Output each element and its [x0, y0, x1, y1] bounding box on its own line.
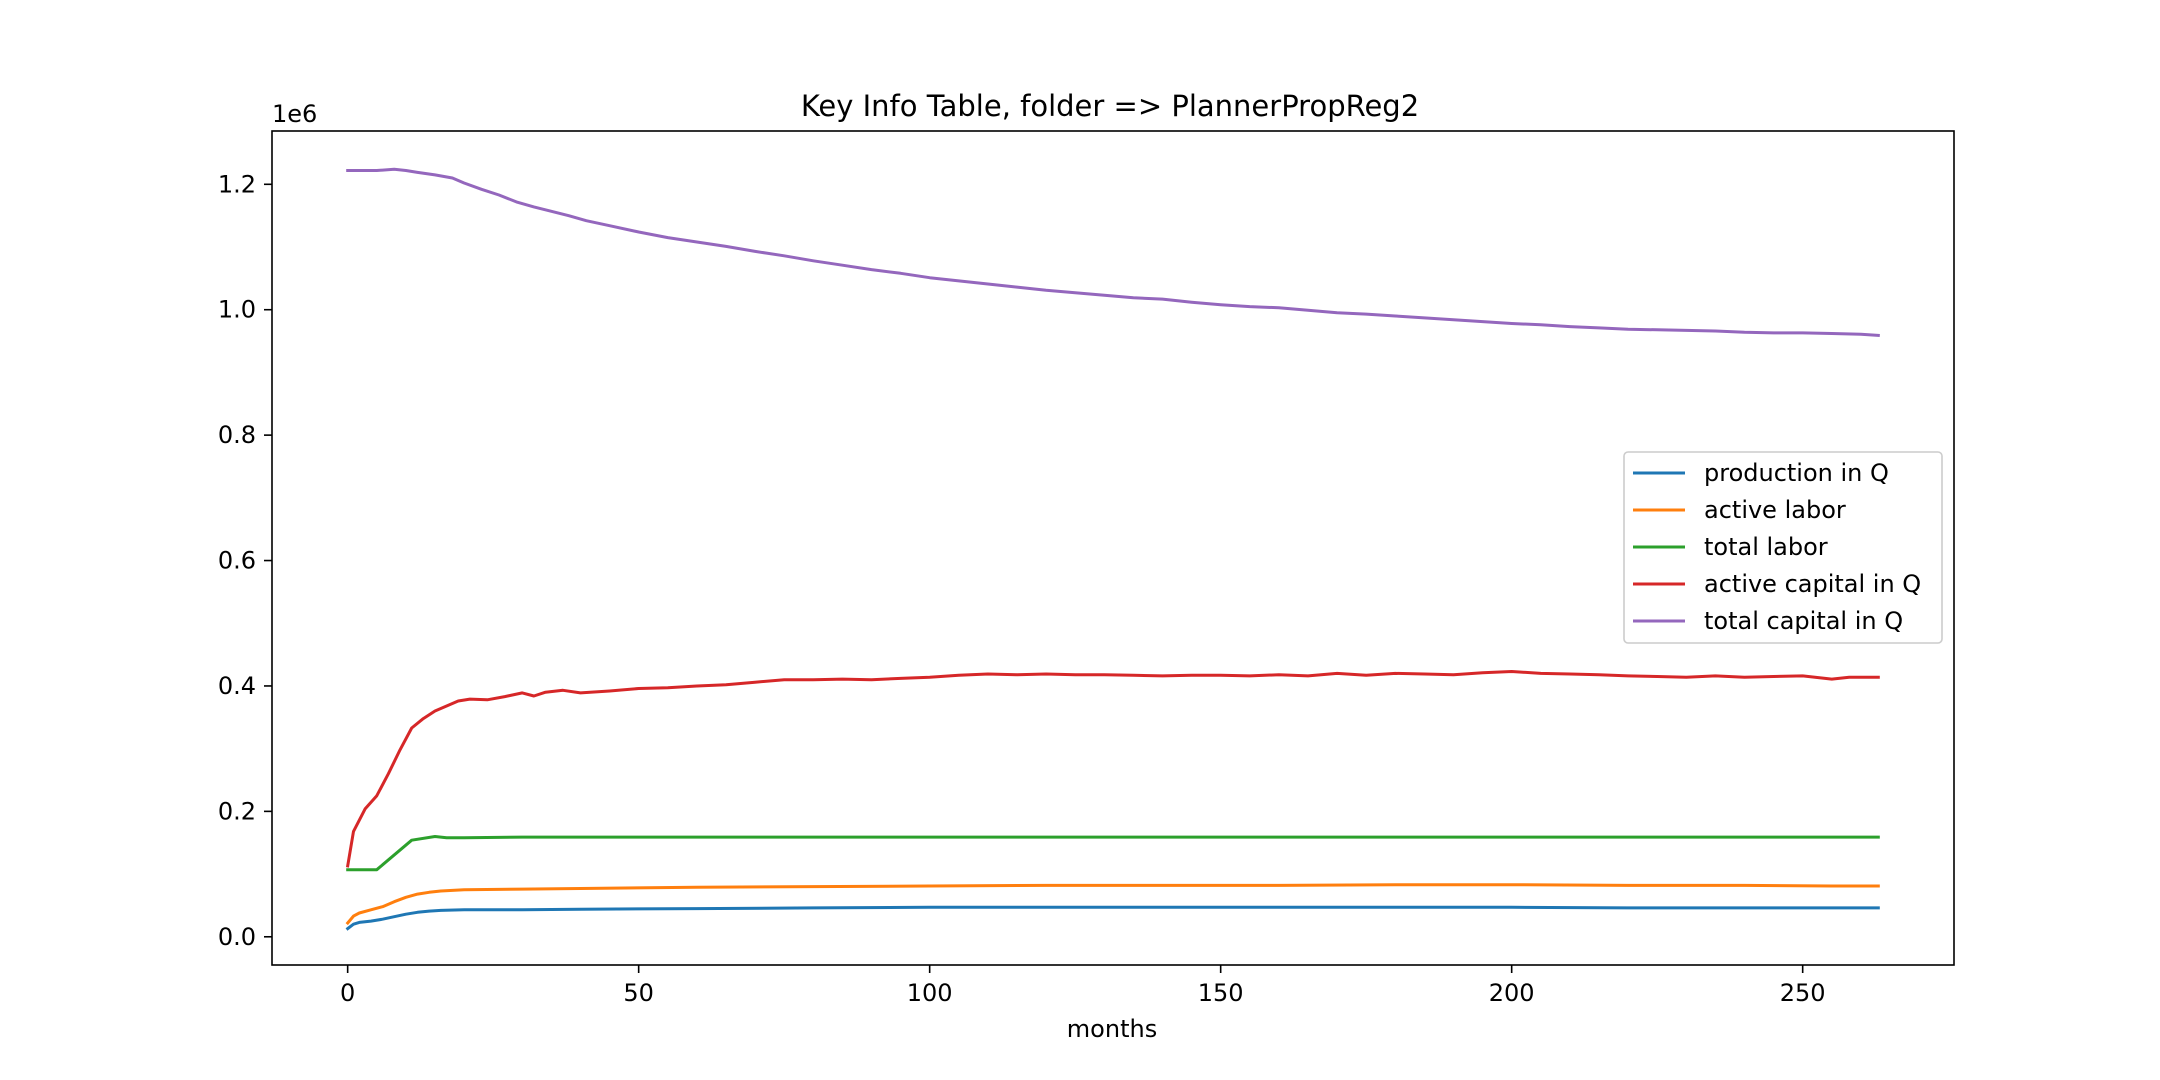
legend-label: active capital in Q	[1704, 570, 1921, 598]
y-tick-label: 0.8	[218, 421, 256, 449]
x-tick-label: 150	[1198, 979, 1244, 1007]
series-lines	[345, 167, 1880, 931]
x-axis-title: months	[1067, 1015, 1157, 1043]
y-offset-label: 1e6	[272, 100, 317, 128]
x-axis: 0 50 100 150 200 250	[340, 965, 1826, 1007]
y-axis: 0.0 0.2 0.4 0.6 0.8 1.0 1.2	[218, 170, 272, 951]
plot-frame	[271, 130, 1955, 966]
x-tick-label: 100	[907, 979, 953, 1007]
legend-label: total capital in Q	[1704, 607, 1903, 635]
series-line-active-capital-in-q	[345, 670, 1880, 868]
y-tick-label: 0.6	[218, 547, 256, 575]
series-line-total-capital-in-q	[346, 167, 1880, 337]
x-tick-label: 250	[1780, 979, 1826, 1007]
x-tick-label: 0	[340, 979, 355, 1007]
y-tick-label: 0.4	[218, 672, 256, 700]
y-tick-label: 1.0	[218, 296, 256, 324]
legend-label: total labor	[1704, 533, 1828, 561]
y-tick-label: 1.2	[218, 170, 256, 198]
y-tick-label: 0.2	[218, 797, 256, 825]
series-line-total-labor	[346, 835, 1880, 872]
series-line-production-in-q	[345, 905, 1880, 931]
series-line-active-labor	[345, 883, 1880, 926]
legend-box	[1623, 451, 1943, 644]
x-tick-label: 50	[623, 979, 654, 1007]
y-tick-label: 0.0	[218, 923, 256, 951]
legend-label: production in Q	[1704, 459, 1889, 487]
chart-title: Key Info Table, folder => PlannerPropReg…	[801, 89, 1419, 123]
x-tick-label: 200	[1489, 979, 1535, 1007]
legend-label: active labor	[1704, 496, 1846, 524]
legend: production in Q active labor total labor ac…	[1623, 451, 1943, 644]
